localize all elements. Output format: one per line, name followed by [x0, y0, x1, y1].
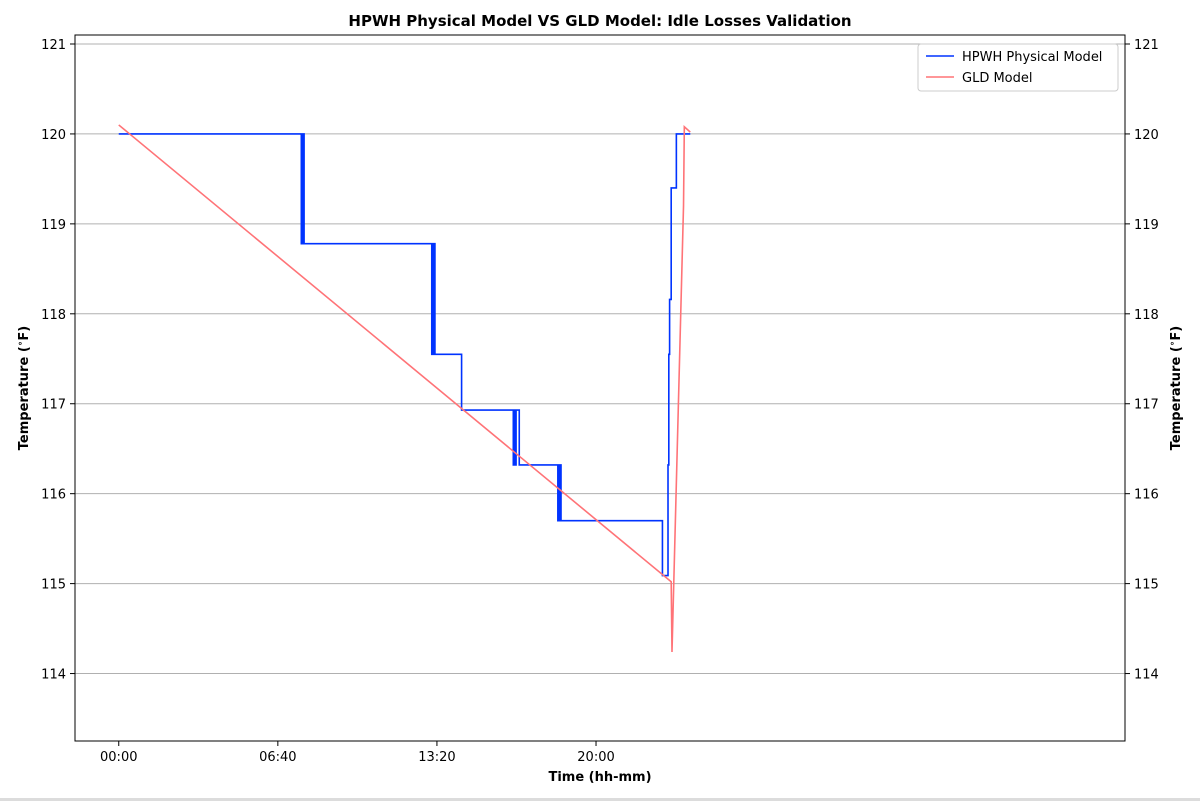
- y-tick-label-right: 120: [1134, 128, 1159, 143]
- y-ticks: 114 114 115 115 116 116 117 117 118 118 119 119 120 1…: [41, 38, 1159, 683]
- y-tick-label-left: 121: [41, 38, 66, 53]
- y-axis-label-right: Temperature (∘F): [1168, 326, 1184, 450]
- x-axis-label: Time (hh-mm): [548, 770, 651, 785]
- legend-box: [917, 43, 1119, 92]
- series-line-gld-model: [118, 124, 691, 652]
- x-tick-label: 20:00: [577, 750, 614, 765]
- grid-lines: [75, 43, 1125, 675]
- x-ticks: 00:00 06:40 13:20 20:00: [100, 741, 615, 765]
- legend-label: GLD Model: [962, 71, 1033, 86]
- y-tick-label-left: 115: [41, 578, 66, 593]
- series-line-hpwh-physical-model: [118, 133, 691, 577]
- chart-title: HPWH Physical Model VS GLD Model: Idle L…: [348, 12, 851, 30]
- x-tick-label: 13:20: [418, 750, 455, 765]
- y-tick-label-right: 117: [1134, 398, 1159, 413]
- y-tick-label-right: 119: [1134, 218, 1159, 233]
- y-tick-label-right: 115: [1134, 578, 1159, 593]
- y-tick-label-left: 117: [41, 398, 66, 413]
- legend: HPWH Physical Model GLD Model: [917, 43, 1119, 92]
- y-tick-label-right: 118: [1134, 308, 1159, 323]
- series-group: [118, 124, 691, 652]
- y-axis-label-left: Temperature (∘F): [16, 326, 32, 450]
- x-tick-label: 06:40: [259, 750, 296, 765]
- y-tick-label-left: 114: [41, 668, 66, 683]
- y-tick-label-right: 121: [1134, 38, 1159, 53]
- y-tick-label-left: 119: [41, 218, 66, 233]
- x-tick-label: 00:00: [100, 750, 137, 765]
- y-tick-label-right: 114: [1134, 668, 1159, 683]
- y-tick-label-right: 116: [1134, 488, 1159, 503]
- y-tick-label-left: 116: [41, 488, 66, 503]
- plot-frame: [74, 34, 1126, 742]
- bottom-rule: [0, 798, 1200, 801]
- y-tick-label-left: 120: [41, 128, 66, 143]
- y-tick-label-left: 118: [41, 308, 66, 323]
- legend-label: HPWH Physical Model: [962, 50, 1102, 65]
